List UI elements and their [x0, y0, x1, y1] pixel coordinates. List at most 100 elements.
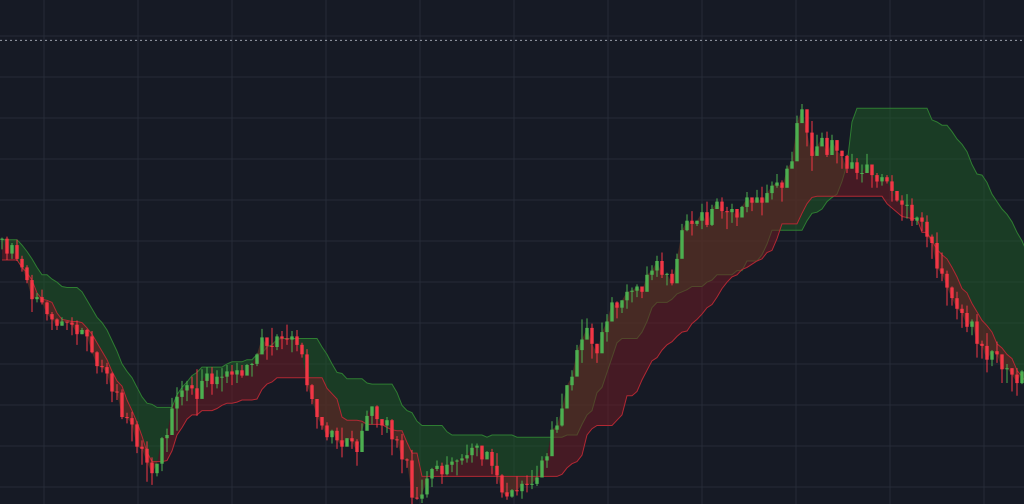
candle-bull — [625, 291, 629, 301]
candle-bull — [520, 483, 524, 492]
candle-bear — [340, 440, 344, 447]
candle-bear — [270, 345, 274, 347]
candle-bull — [915, 217, 919, 221]
candle-bull — [370, 406, 374, 416]
candle-bull — [530, 483, 534, 485]
candle-bull — [215, 376, 219, 385]
candle-bear — [395, 439, 399, 441]
candle-bear — [145, 448, 149, 463]
candle-bull — [425, 478, 429, 495]
candle-bear — [355, 441, 359, 452]
candle-bull — [445, 464, 449, 475]
candle-bear — [50, 314, 54, 320]
candle-bear — [720, 201, 724, 212]
candle-bear — [595, 343, 599, 354]
candle-bear — [195, 388, 199, 399]
lower-band-fill — [2, 109, 1024, 499]
candle-bull — [175, 396, 179, 409]
candle-bear — [400, 440, 404, 460]
candle-bull — [815, 146, 819, 156]
candle-bull — [540, 460, 544, 478]
candle-bear — [590, 327, 594, 344]
candle-bull — [580, 339, 584, 351]
candle-bull — [605, 321, 609, 333]
candle-bull — [570, 376, 574, 386]
candle-bull — [360, 430, 364, 452]
candle-bear — [975, 321, 979, 344]
candle-bear — [100, 366, 104, 368]
candle-bear — [965, 313, 969, 327]
candle-bull — [450, 461, 454, 465]
candle-bear — [30, 280, 34, 300]
candle-bull — [560, 408, 564, 426]
candle-bull — [745, 197, 749, 207]
candle-bull — [850, 162, 854, 169]
candle-bull — [535, 477, 539, 484]
candle-bear — [305, 354, 309, 386]
candle-bull — [160, 438, 164, 464]
candle-bull — [465, 455, 469, 459]
candle-bull — [235, 370, 239, 375]
candle-bear — [115, 391, 119, 393]
candle-bear — [265, 337, 269, 346]
candle-bull — [460, 458, 464, 461]
candle-bull — [645, 274, 649, 292]
candle-bull — [455, 460, 459, 462]
candle-bear — [910, 204, 914, 221]
candle-bear — [825, 137, 829, 155]
candle-bull — [385, 420, 389, 426]
candle-bull — [555, 425, 559, 430]
candle-bear — [130, 418, 134, 425]
candle-bull — [420, 494, 424, 499]
candle-bull — [770, 185, 774, 194]
candle-bull — [545, 456, 549, 461]
candle-bear — [985, 345, 989, 360]
candle-bear — [810, 132, 814, 156]
candle-bear — [320, 417, 324, 426]
candle-bear — [45, 302, 49, 315]
candle-bear — [65, 321, 69, 323]
candle-bull — [665, 273, 669, 275]
candle-bear — [890, 181, 894, 191]
candle-bull — [470, 447, 474, 456]
candle-bear — [120, 392, 124, 417]
candle-bull — [275, 336, 279, 347]
candles — [0, 103, 1024, 504]
candle-bull — [730, 209, 734, 213]
candle-bear — [310, 385, 314, 399]
candle-bull — [1020, 371, 1024, 384]
candle-bull — [775, 182, 779, 186]
candle-bull — [795, 123, 799, 162]
candle-bear — [15, 245, 19, 259]
candle-bear — [895, 191, 899, 201]
candle-bear — [410, 460, 414, 498]
candle-bull — [785, 168, 789, 188]
candle-bear — [390, 420, 394, 440]
candle-bull — [830, 140, 834, 155]
candle-bull — [550, 429, 554, 457]
candle-bear — [930, 236, 934, 243]
candle-bull — [635, 286, 639, 291]
candle-bull — [820, 137, 824, 147]
candle-bear — [875, 175, 879, 182]
candle-bear — [70, 322, 74, 325]
candle-bear — [210, 373, 214, 385]
candle-bull — [185, 385, 189, 391]
candle-bull — [575, 350, 579, 377]
candle-bear — [440, 465, 444, 475]
candle-bull — [740, 206, 744, 218]
candle-bear — [75, 324, 79, 335]
candle-bear — [660, 261, 664, 275]
candle-bear — [840, 150, 844, 156]
candle-bull — [80, 330, 84, 335]
candle-bull — [255, 354, 259, 364]
candle-bear — [20, 258, 24, 268]
candle-bull — [170, 408, 174, 435]
candle-bear — [285, 338, 289, 340]
candle-bear — [380, 419, 384, 426]
candle-bull — [710, 209, 714, 225]
candle-bear — [640, 286, 644, 292]
candle-bull — [0, 238, 4, 240]
candle-bull — [880, 177, 884, 182]
